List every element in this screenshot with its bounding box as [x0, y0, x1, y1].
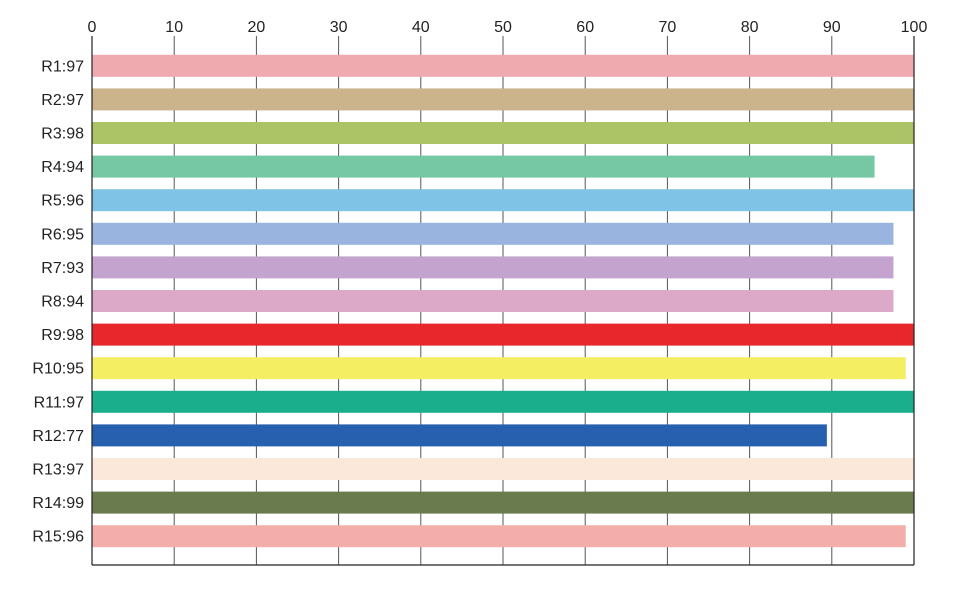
bar-4	[92, 155, 875, 178]
bar-9	[92, 323, 914, 346]
bar-11	[92, 390, 914, 413]
x-tick-label-80: 80	[741, 19, 759, 36]
category-label-15: R15:96	[32, 529, 84, 546]
category-label-1: R1:97	[41, 58, 84, 75]
x-tick-label-20: 20	[248, 19, 266, 36]
category-label-9: R9:98	[41, 327, 84, 344]
bar-1	[92, 54, 914, 77]
x-tick-label-40: 40	[412, 19, 430, 36]
category-label-8: R8:94	[41, 294, 84, 311]
category-label-2: R2:97	[41, 92, 84, 109]
x-tick-label-100: 100	[901, 19, 928, 36]
category-label-7: R7:93	[41, 260, 84, 277]
bar-15	[92, 525, 906, 548]
axes	[91, 36, 915, 566]
x-tick-label-50: 50	[494, 19, 512, 36]
category-label-3: R3:98	[41, 126, 84, 143]
x-tick-label-30: 30	[330, 19, 348, 36]
bar-6	[92, 222, 894, 245]
x-tick-label-90: 90	[823, 19, 841, 36]
x-tick-label-10: 10	[165, 19, 183, 36]
bar-14	[92, 491, 914, 514]
bars	[92, 54, 914, 548]
category-label-6: R6:95	[41, 226, 84, 243]
category-label-14: R14:99	[32, 495, 84, 512]
x-tick-label-70: 70	[659, 19, 677, 36]
y-axis-labels: R1:97 R2:97 R3:98 R4:94 R5:96 R6:95 R7:93 R8:94…	[32, 58, 84, 545]
bar-10	[92, 357, 906, 380]
bar-3	[92, 122, 914, 144]
category-label-5: R5:96	[41, 193, 84, 210]
bar-5	[92, 189, 914, 212]
x-axis-ticks: 0 10 20 30 40 50 60 70 80 90 100	[88, 19, 928, 36]
category-label-12: R12:77	[32, 428, 84, 445]
bar-7	[92, 256, 894, 279]
category-label-11: R11:97	[34, 394, 85, 411]
category-label-10: R10:95	[32, 361, 84, 378]
bar-8	[92, 290, 894, 312]
bar-2	[92, 88, 914, 111]
bar-13	[92, 458, 914, 480]
x-tick-label-0: 0	[88, 19, 97, 36]
x-tick-label-60: 60	[576, 19, 594, 36]
category-label-13: R13:97	[32, 462, 84, 479]
bar-12	[92, 424, 827, 447]
category-label-4: R4:94	[41, 159, 84, 176]
